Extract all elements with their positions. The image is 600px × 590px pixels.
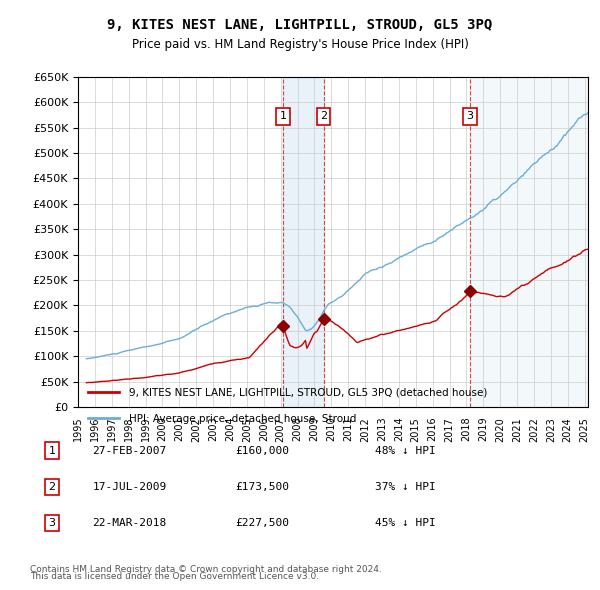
- Text: 9, KITES NEST LANE, LIGHTPILL, STROUD, GL5 3PQ (detached house): 9, KITES NEST LANE, LIGHTPILL, STROUD, G…: [130, 388, 488, 398]
- Text: £227,500: £227,500: [235, 518, 289, 528]
- Text: 48% ↓ HPI: 48% ↓ HPI: [375, 446, 436, 455]
- Text: 27-FEB-2007: 27-FEB-2007: [92, 446, 166, 455]
- Text: 3: 3: [49, 518, 56, 528]
- Bar: [470, 77, 588, 407]
- Text: 3: 3: [467, 112, 473, 122]
- Text: Price paid vs. HM Land Registry's House Price Index (HPI): Price paid vs. HM Land Registry's House …: [131, 38, 469, 51]
- Text: 37% ↓ HPI: 37% ↓ HPI: [375, 482, 436, 492]
- Text: 1: 1: [49, 446, 56, 455]
- Text: £160,000: £160,000: [235, 446, 289, 455]
- Text: 22-MAR-2018: 22-MAR-2018: [92, 518, 166, 528]
- Text: £173,500: £173,500: [235, 482, 289, 492]
- Text: HPI: Average price, detached house, Stroud: HPI: Average price, detached house, Stro…: [130, 414, 356, 424]
- Text: This data is licensed under the Open Government Licence v3.0.: This data is licensed under the Open Gov…: [30, 572, 319, 581]
- Text: 9, KITES NEST LANE, LIGHTPILL, STROUD, GL5 3PQ: 9, KITES NEST LANE, LIGHTPILL, STROUD, G…: [107, 18, 493, 32]
- Text: 1: 1: [280, 112, 287, 122]
- Text: 2: 2: [49, 482, 56, 492]
- Text: 17-JUL-2009: 17-JUL-2009: [92, 482, 166, 492]
- Text: 45% ↓ HPI: 45% ↓ HPI: [375, 518, 436, 528]
- Text: 2: 2: [320, 112, 327, 122]
- Text: Contains HM Land Registry data © Crown copyright and database right 2024.: Contains HM Land Registry data © Crown c…: [30, 565, 382, 574]
- Bar: [283, 77, 323, 407]
